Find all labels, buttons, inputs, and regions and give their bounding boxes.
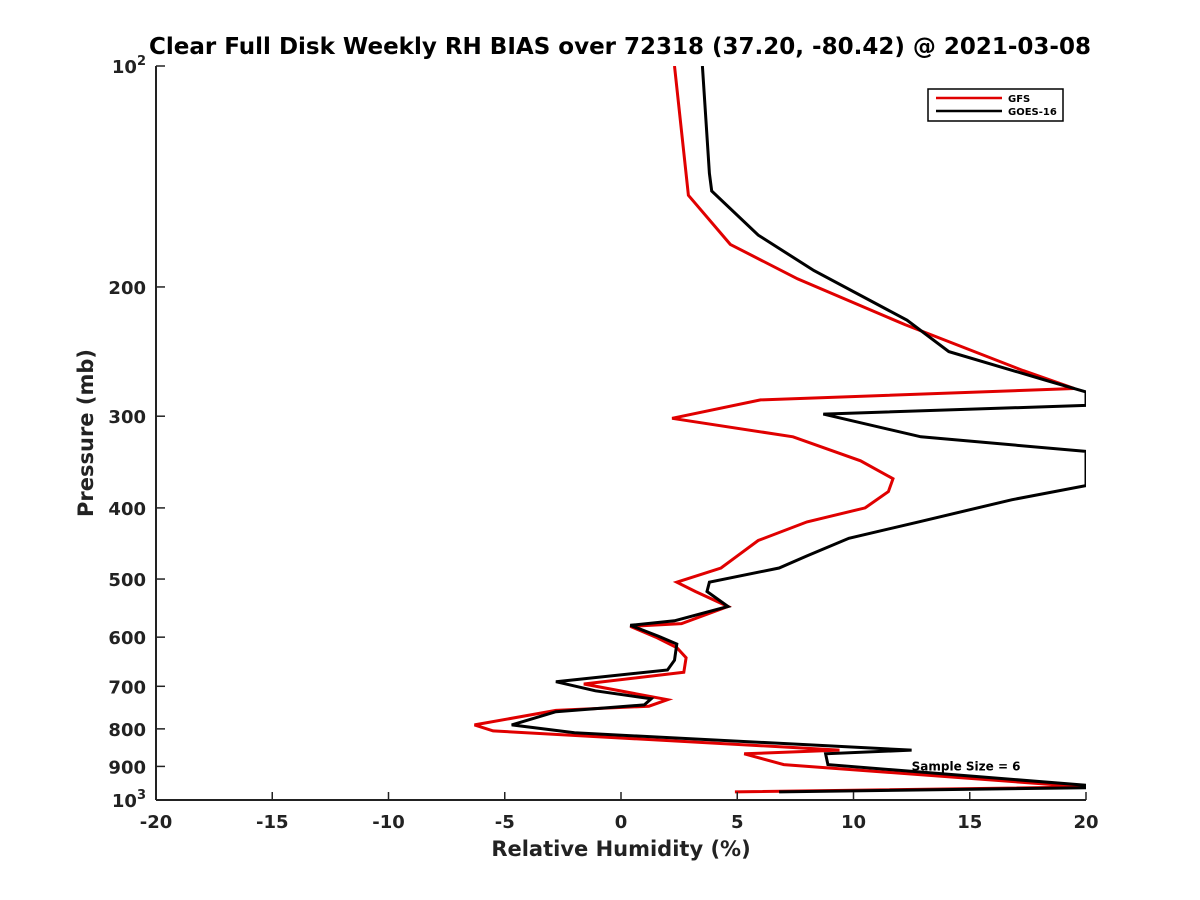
x-tick-label: -15 xyxy=(256,812,289,833)
y-tick-label: 102 xyxy=(112,54,146,78)
x-tick-label: -20 xyxy=(140,812,173,833)
x-tick-label: 10 xyxy=(841,812,866,833)
y-tick-label: 900 xyxy=(108,757,146,778)
series-line-goes-16 xyxy=(511,66,1086,794)
y-tick-label: 300 xyxy=(108,407,146,428)
x-tick-label: -5 xyxy=(495,812,515,833)
y-tick-label: 103 xyxy=(112,788,146,812)
y-tick-label: 600 xyxy=(108,628,146,649)
y-axis: 102 200 300 400 500 600 700 800 900 103 xyxy=(108,54,165,812)
x-axis: -20 -15 -10 -5 0 5 10 15 20 xyxy=(140,792,1099,833)
legend-label-goes16: GOES-16 xyxy=(1008,107,1057,118)
x-tick-label: 5 xyxy=(731,812,744,833)
legend-label-gfs: GFS xyxy=(1008,94,1030,105)
series-layer xyxy=(474,66,1086,794)
y-tick-label: 800 xyxy=(108,720,146,741)
x-tick-label: 15 xyxy=(957,812,982,833)
x-tick-label: 0 xyxy=(615,812,628,833)
x-axis-label: Relative Humidity (%) xyxy=(491,837,750,861)
y-axis-label: Pressure (mb) xyxy=(74,349,98,517)
legend: GFS GOES-16 xyxy=(927,88,1064,122)
chart-title: Clear Full Disk Weekly RH BIAS over 7231… xyxy=(149,34,1091,60)
y-tick-label: 700 xyxy=(108,677,146,698)
x-tick-label: -10 xyxy=(372,812,405,833)
y-tick-label: 200 xyxy=(108,278,146,299)
y-tick-label: 400 xyxy=(108,499,146,520)
sample-size-annotation: Sample Size = 6 xyxy=(912,759,1021,773)
annotation-layer: Sample Size = 6 xyxy=(912,759,1021,773)
y-tick-label: 500 xyxy=(108,570,146,591)
legend-box xyxy=(927,88,1064,122)
x-tick-label: 20 xyxy=(1073,812,1098,833)
series-line-gfs xyxy=(474,66,1086,794)
